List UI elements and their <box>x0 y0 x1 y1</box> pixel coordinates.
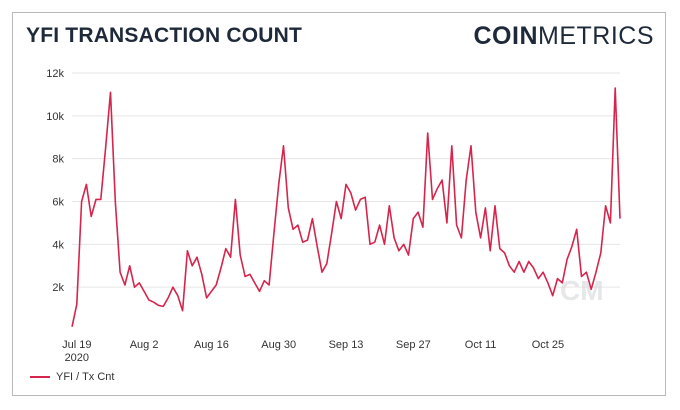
chart-frame <box>12 12 666 396</box>
x-tick-label: Jul 19 <box>62 339 91 351</box>
logo-word-light: METRICS <box>538 22 654 50</box>
watermark-text: CM <box>560 275 604 306</box>
gridlines <box>72 72 620 288</box>
x-tick-label: Aug 16 <box>194 339 229 351</box>
legend-swatch <box>30 376 50 378</box>
series-group <box>71 87 621 327</box>
y-tick-label: 2k <box>52 282 64 294</box>
chart-title: YFI TRANSACTION COUNT <box>26 24 303 47</box>
x-tick-label: Aug 30 <box>261 339 296 351</box>
legend-label: YFI / Tx Cnt <box>56 371 115 383</box>
y-tick-label: 10k <box>46 111 64 123</box>
y-axis-ticks: 2k 4k 6k 8k 10k 12k <box>46 68 64 294</box>
y-tick-label: 4k <box>52 239 64 251</box>
x-tick-label: Sep 13 <box>329 339 364 351</box>
y-tick-label: 8k <box>52 154 64 166</box>
x-tick-label: Sep 27 <box>396 339 431 351</box>
series-line <box>71 87 621 327</box>
y-tick-label: 12k <box>46 68 64 80</box>
y-tick-label: 6k <box>52 197 64 209</box>
x-tick-label: Oct 25 <box>532 339 564 351</box>
legend: YFI / Tx Cnt <box>30 371 114 383</box>
x-tick-label: Oct 11 <box>465 339 497 351</box>
x-tick-label: Aug 2 <box>130 339 159 351</box>
x-tick-year-label: 2020 <box>65 352 89 364</box>
logo-word-bold: COIN <box>473 22 538 50</box>
coinmetrics-logo: COINMETRICS <box>474 22 655 51</box>
